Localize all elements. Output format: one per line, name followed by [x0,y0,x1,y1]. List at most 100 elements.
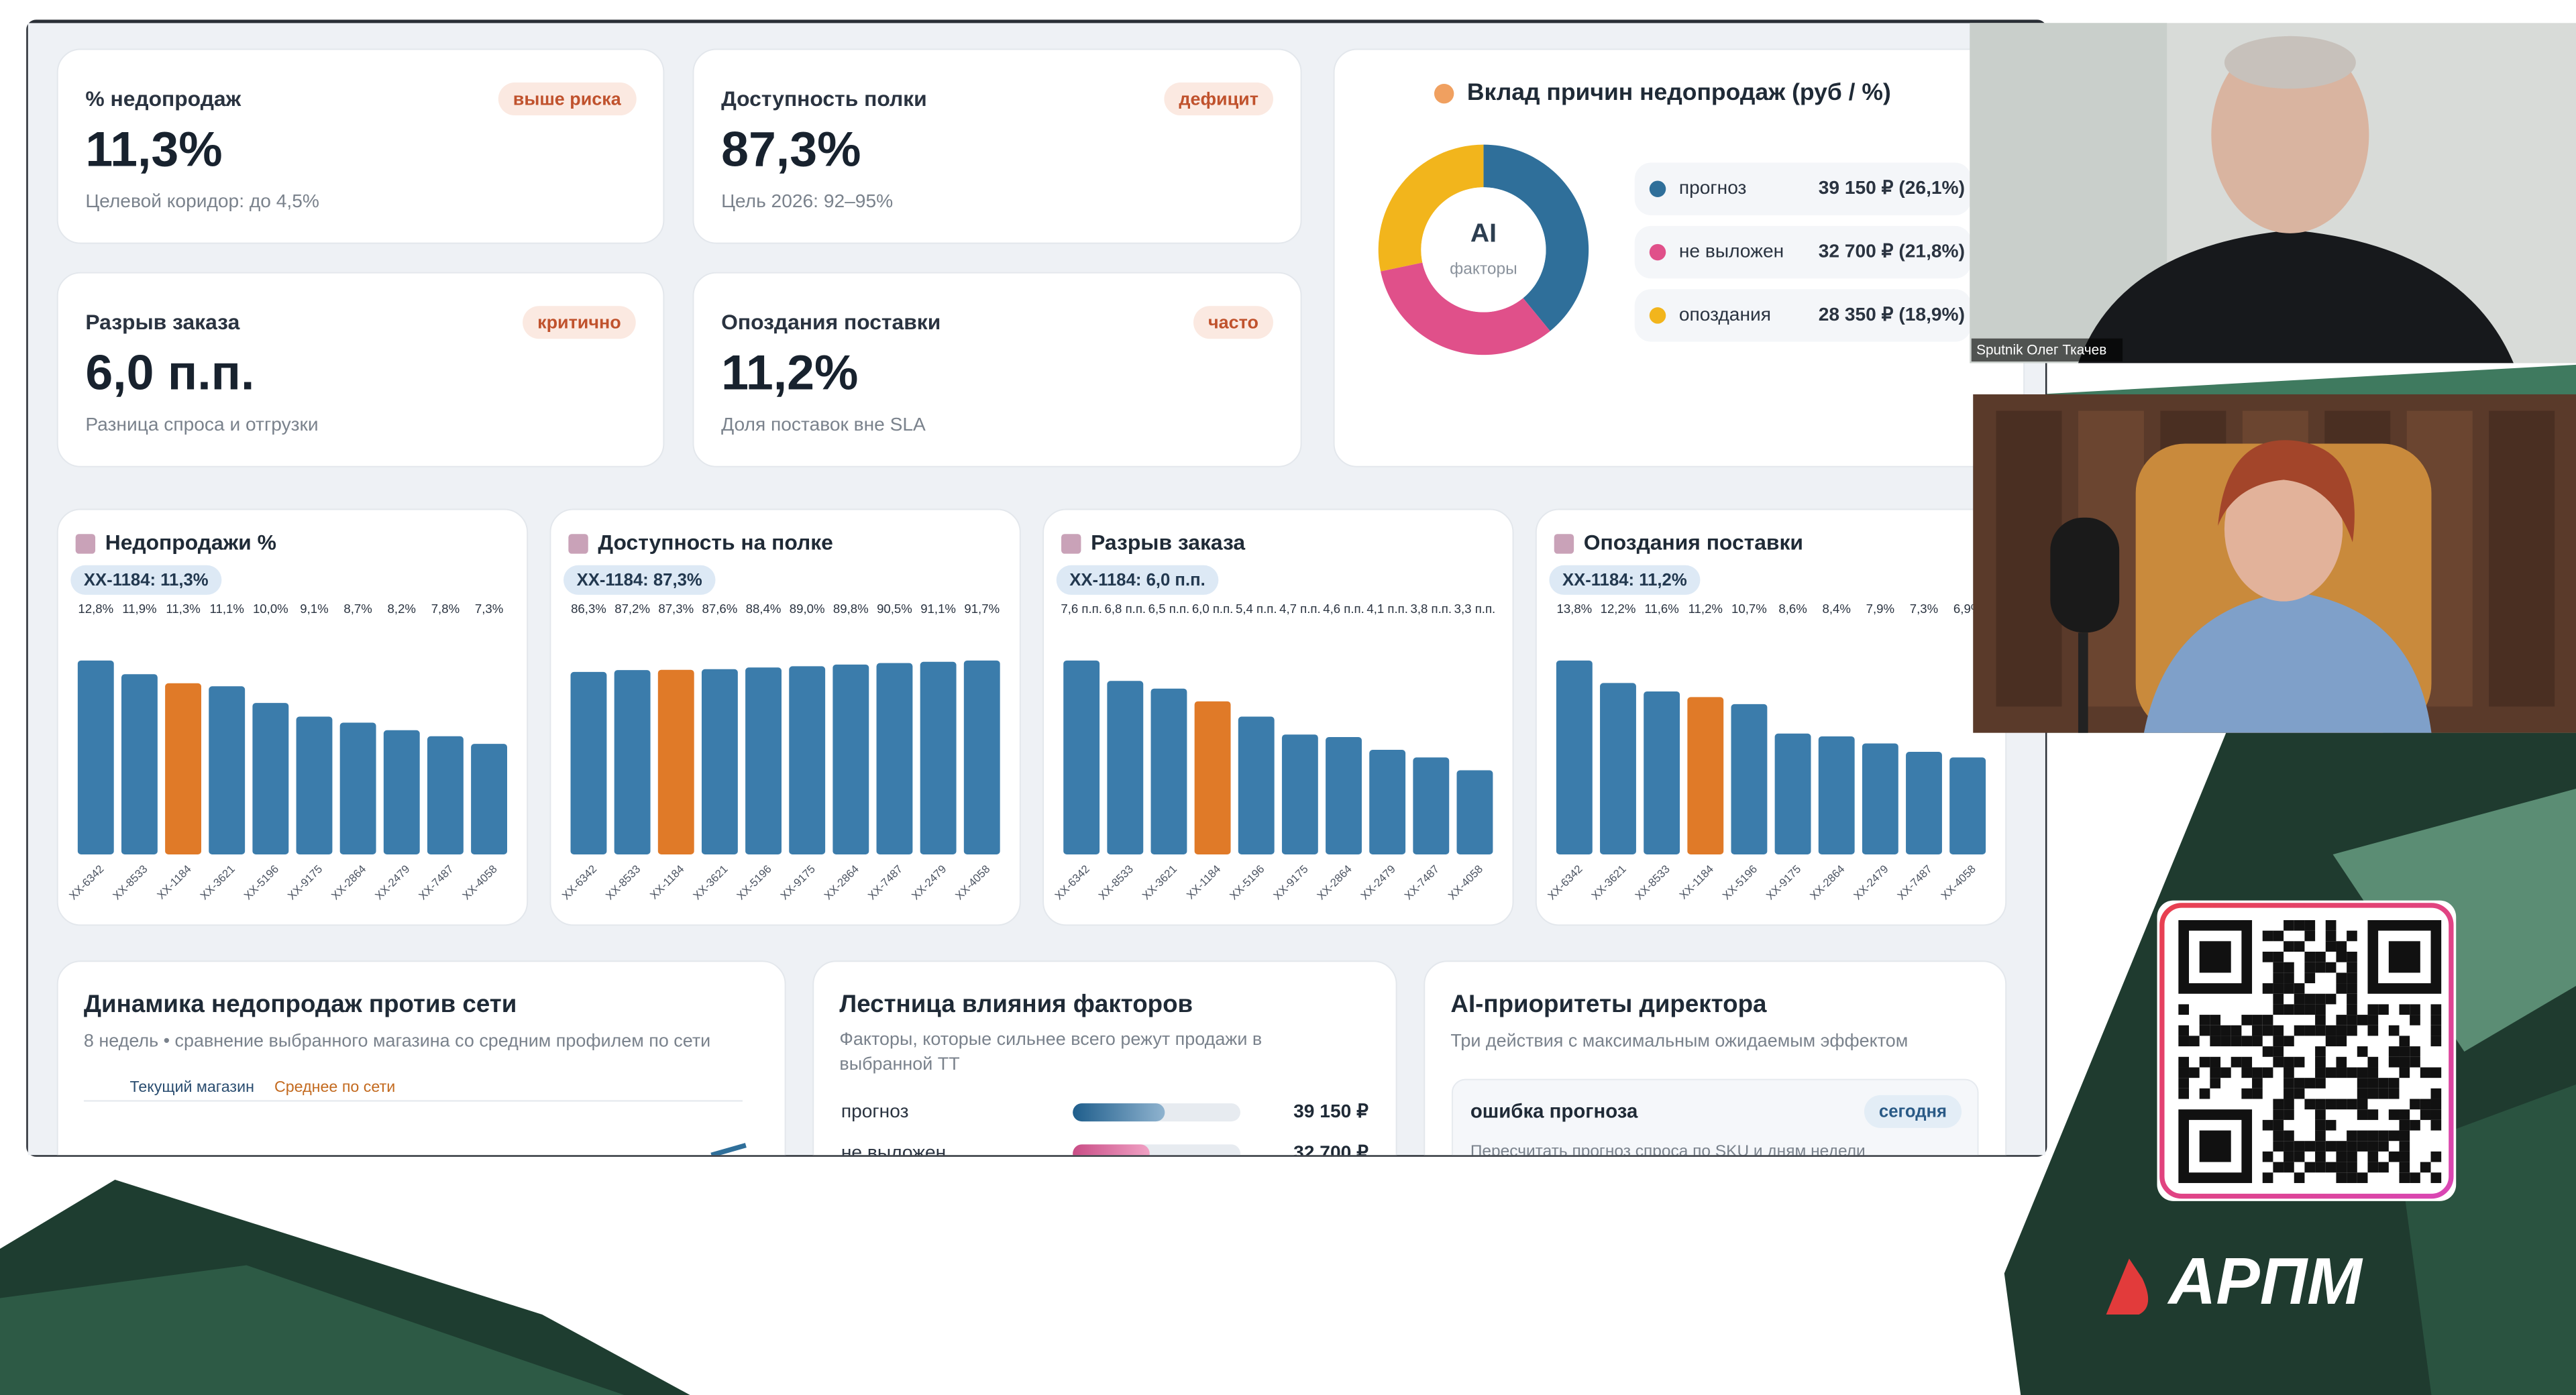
card [56,960,786,1156]
qr-cell [2357,1109,2368,1120]
data-label: 11,6% [1644,602,1678,616]
data-label: 7,8% [431,602,460,616]
qr-cell [2294,1056,2305,1068]
qr-cell [2430,1109,2442,1120]
bar [1774,733,1811,854]
qr-cell [2241,1056,2253,1068]
bar [1194,701,1231,854]
qr-cell [2325,1141,2337,1152]
data-label: 87,6% [702,602,738,616]
qr-cell [2336,1056,2347,1068]
qr-cell [2325,1025,2337,1036]
qr-cell [2378,1078,2389,1089]
data-label: 11,3% [166,602,200,616]
bar [1281,734,1318,854]
qr-cell [2178,1088,2190,1099]
qr-cell [2410,1119,2420,1131]
qr-cell [2241,1015,2253,1025]
card [692,48,1302,244]
qr-cell [2378,1141,2389,1152]
data-label: 89,0% [790,602,825,616]
qr-cell [2304,1025,2316,1036]
qr-cell [2252,1015,2263,1025]
qr-cell [2357,1067,2368,1078]
bar [920,661,957,854]
qr-cell [2325,1036,2337,1047]
qr-cell [2336,972,2347,984]
data-label: 10,7% [1731,602,1767,616]
qr-cell [2430,1088,2442,1099]
qr-cell [2410,1056,2420,1068]
qr-cell [2325,962,2337,973]
qr-cell [2304,1162,2316,1173]
kpi-label: Разрыв заказа [85,310,239,334]
qr-cell [2284,919,2294,931]
qr-cell [2347,972,2357,984]
qr-cell [2399,1141,2410,1152]
qr-cell [2304,993,2316,1005]
qr-cell [2336,1025,2347,1036]
qr-cell [2315,1025,2326,1036]
donut-hole [1421,187,1546,313]
qr-cell [2231,1056,2242,1068]
legend-dot [1649,307,1666,324]
data-label: 39 150 ₽ (26,1%) [1819,177,1965,198]
bar [1456,770,1493,854]
qr-cell [2347,930,2357,942]
qr-cell [2273,930,2284,942]
data-label: 11,9% [122,602,156,616]
kpi-value: 11,2% [721,344,858,400]
bar [570,671,607,854]
panel-subtitle: Три действия с максимальным ожидаемым эф… [1450,1030,1908,1050]
qr-cell [2347,1141,2357,1152]
bar [1818,736,1855,854]
priority-title: ошибка прогноза [1470,1100,1638,1122]
data-label: 90,5% [877,602,912,616]
qr-cell [2347,962,2357,973]
qr-cell [2430,1119,2442,1131]
qr-finder [2388,941,2420,973]
ladder-label: не выложен [841,1141,946,1162]
qr-cell [2284,1109,2294,1120]
qr-cell [2273,1109,2284,1120]
chart-tag: XX-1184: 87,3% [577,571,702,590]
qr-cell [2399,1151,2410,1162]
qr-cell [2420,1067,2431,1078]
bar [1107,681,1144,854]
qr-cell [2284,972,2294,984]
chart-title: Доступность на полке [598,530,833,554]
qr-cell [2284,962,2294,973]
qr-cell [2410,1004,2420,1015]
qr-cell [2284,941,2294,952]
kpi-badge: критично [537,313,621,333]
ladder-value: 32 700 ₽ [1293,1141,1368,1162]
data-label: 9,1% [300,602,328,616]
data-label: 5,4 п.п. [1236,602,1277,616]
chart-title: Опоздания поставки [1584,530,1803,554]
qr-cell [2430,1036,2442,1047]
qr-cell [2284,1162,2294,1173]
badge-bg [1549,565,1701,595]
qr-cell [2178,1078,2190,1089]
qr-cell [2430,1172,2442,1183]
ladder-value: 39 150 ₽ [1293,1101,1368,1121]
kpi-note: Доля поставок вне SLA [721,414,926,435]
qr-cell [2315,1046,2326,1057]
qr-cell [2325,993,2337,1005]
bar [789,666,826,854]
qr-cell [2294,1025,2305,1036]
qr-cell [2273,1130,2284,1141]
pie-slice [1483,144,1589,331]
chart-tag: XX-1184: 6,0 п.п. [1069,571,1205,590]
ladder-bar [1073,1144,1150,1156]
kpi-note: Целевой коридор: до 4,5% [85,190,319,211]
pie-slice [1378,144,1484,272]
qr-cell [2262,983,2273,994]
badge-bg [1193,306,1273,339]
data-label: 6,8 п.п. [1105,602,1146,616]
qr-cell [2420,1162,2431,1173]
data-label: 8,2% [388,602,416,616]
qr-cell [2315,1119,2326,1131]
donut-center-title: AI [1470,219,1497,248]
badge-bg [1056,565,1219,595]
